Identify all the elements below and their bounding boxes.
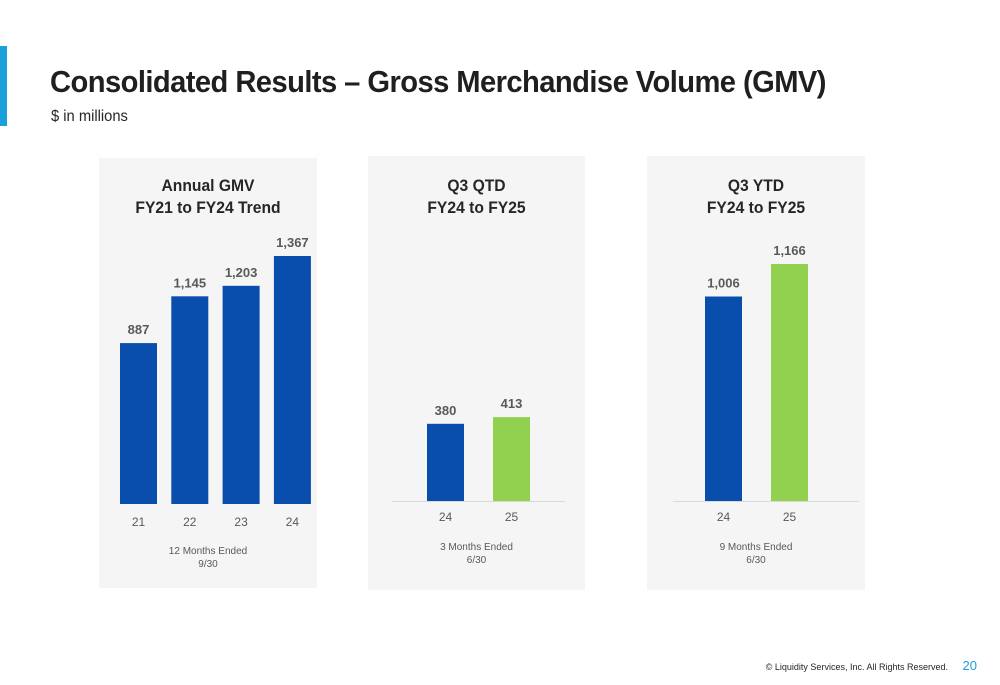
chart-title-line: Q3 QTD bbox=[447, 176, 506, 195]
x-tick-label: 24 bbox=[286, 515, 300, 529]
data-label: 1,203 bbox=[225, 265, 258, 280]
annual-gmv-bar-chart: 887 21 1,145 22 1,203 23 1,367 24 bbox=[120, 235, 311, 529]
bar-23 bbox=[222, 285, 260, 504]
data-label: 380 bbox=[435, 403, 457, 418]
chart-footnote-line: 12 Months Ended bbox=[168, 546, 248, 557]
x-tick-label: 25 bbox=[783, 510, 797, 524]
q3-ytd-chart-panel: Q3 YTD FY24 to FY25 1,006 24 1,166 25 9 Mon… bbox=[647, 156, 865, 590]
q3-qtd-chart-panel: Q3 QTD FY24 to FY25 380 24 413 25 3 Months … bbox=[368, 156, 585, 590]
chart-title-line: FY24 to FY25 bbox=[427, 198, 526, 217]
bar-21 bbox=[120, 343, 157, 504]
chart-title: Q3 YTD FY24 to FY25 bbox=[656, 175, 857, 219]
chart-footnote: 12 Months Ended 9/30 bbox=[99, 545, 317, 571]
page-subtitle: $ in millions bbox=[51, 108, 128, 125]
q3-qtd-bar-chart: 380 24 413 25 bbox=[392, 396, 565, 524]
chart-footnote-line: 3 Months Ended bbox=[440, 542, 513, 553]
data-label: 1,006 bbox=[707, 276, 740, 291]
bar-24 bbox=[427, 423, 464, 501]
bar-24 bbox=[273, 256, 311, 504]
chart-title: Annual GMV FY21 to FY24 Trend bbox=[108, 175, 309, 219]
chart-title-line: Q3 YTD bbox=[727, 176, 785, 195]
chart-footnote-line: 6/30 bbox=[746, 555, 766, 566]
page-title: Consolidated Results – Gross Merchandise… bbox=[50, 64, 827, 99]
bar-25 bbox=[771, 264, 808, 501]
x-tick-label: 22 bbox=[183, 515, 197, 529]
x-tick-label: 24 bbox=[439, 510, 453, 524]
data-label: 887 bbox=[128, 322, 150, 337]
bar-24 bbox=[705, 296, 742, 501]
data-label: 1,145 bbox=[174, 275, 207, 290]
accent-bar bbox=[0, 46, 7, 126]
q3-ytd-bar-chart: 1,006 24 1,166 25 bbox=[673, 243, 859, 524]
data-label: 1,367 bbox=[276, 235, 309, 250]
chart-title-line: FY24 to FY25 bbox=[706, 198, 806, 217]
chart-footnote-line: 9 Months Ended bbox=[719, 542, 793, 553]
chart-footnote: 9 Months Ended 6/30 bbox=[647, 541, 865, 567]
chart-title-line: FY21 to FY24 Trend bbox=[135, 198, 281, 217]
chart-footnote-line: 6/30 bbox=[466, 555, 487, 566]
x-tick-label: 24 bbox=[717, 510, 731, 524]
annual-gmv-chart-panel: Annual GMV FY21 to FY24 Trend 887 21 1,145… bbox=[99, 158, 317, 588]
chart-footnote: 3 Months Ended 6/30 bbox=[368, 541, 585, 567]
copyright-notice: © Liquidity Services, Inc. All Rights Re… bbox=[765, 662, 948, 672]
chart-title-line: Annual GMV bbox=[161, 176, 255, 195]
data-label: 413 bbox=[501, 396, 523, 411]
chart-footnote-line: 9/30 bbox=[198, 559, 218, 570]
x-tick-label: 25 bbox=[505, 510, 519, 524]
x-tick-label: 21 bbox=[132, 515, 146, 529]
chart-title: Q3 QTD FY24 to FY25 bbox=[377, 175, 577, 219]
bar-25 bbox=[493, 417, 530, 501]
x-tick-label: 23 bbox=[234, 515, 248, 529]
page-number: 20 bbox=[962, 658, 977, 673]
bar-22 bbox=[171, 296, 209, 504]
data-label: 1,166 bbox=[773, 243, 806, 258]
